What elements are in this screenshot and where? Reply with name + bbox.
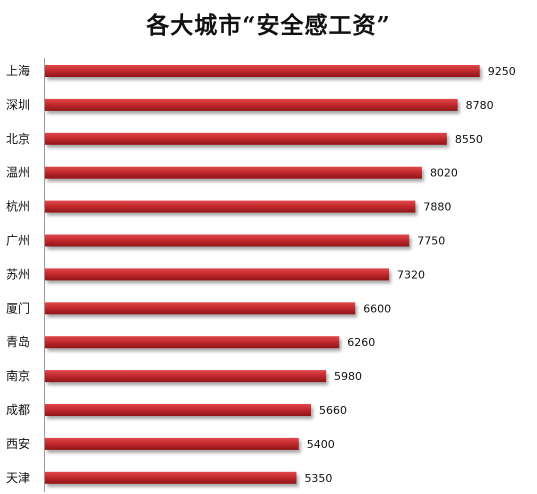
category-label: 上海 [6,63,30,78]
category-label: 西安 [6,436,30,451]
bar [45,302,356,315]
value-label: 7750 [417,235,445,248]
value-label: 9250 [488,65,516,78]
value-label: 5400 [307,438,335,451]
bar [45,437,299,450]
category-label: 厦门 [6,300,30,315]
category-label: 天津 [6,471,30,485]
bar [45,336,340,349]
category-label: 深圳 [6,98,30,112]
bar [45,404,312,416]
bar [45,234,410,247]
value-label: 5350 [304,472,332,485]
chart-title: 各大城市“安全感工资” [146,12,391,39]
value-label: 8020 [430,167,458,180]
bar [45,98,458,111]
bar [45,200,416,213]
bar [45,370,327,383]
category-label: 北京 [6,132,30,146]
category-label: 杭州 [6,199,30,214]
value-label: 6600 [363,302,391,315]
category-label: 温州 [6,166,30,180]
value-label: 7880 [423,201,451,214]
value-label: 5660 [319,404,347,417]
bar [45,132,447,145]
category-label: 青岛 [6,334,30,349]
category-label: 成都 [6,403,30,417]
category-label: 苏州 [6,267,30,281]
bars-layer: 上海 9250 深圳 8780 北京 8550 温州 8020 杭州 7880 广州 7750 苏州 73… [6,63,516,485]
value-label: 7320 [397,268,425,281]
bar [45,268,390,281]
bar [45,166,422,179]
value-label: 8550 [455,133,483,146]
value-label: 8780 [466,99,494,112]
value-label: 5980 [334,370,362,383]
category-label: 广州 [6,234,30,248]
value-label: 6260 [347,336,375,349]
bar [45,471,297,484]
bar [45,65,480,77]
category-label: 南京 [6,368,30,383]
